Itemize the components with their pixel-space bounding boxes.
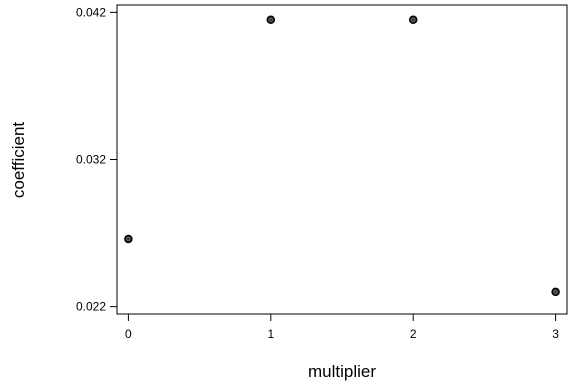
x-tick-label: 1 [267, 327, 274, 341]
x-axis-label: multiplier [308, 362, 376, 381]
data-point [124, 234, 133, 244]
data-points [124, 15, 560, 297]
x-tick-label: 0 [125, 327, 132, 341]
x-axis: 0 1 2 3 [125, 314, 559, 341]
data-point [408, 15, 418, 24]
plot-area [116, 4, 568, 315]
y-axis-label: coefficient [9, 122, 28, 199]
x-tick-label: 2 [410, 327, 417, 341]
x-tick-label: 3 [552, 327, 559, 341]
y-tick-label: 0.032 [76, 153, 106, 167]
data-point [551, 287, 560, 297]
y-axis: 0.022 0.032 0.042 [76, 5, 117, 314]
y-tick-label: 0.022 [76, 300, 106, 314]
y-tick-label: 0.042 [76, 5, 106, 19]
data-point [266, 15, 276, 24]
